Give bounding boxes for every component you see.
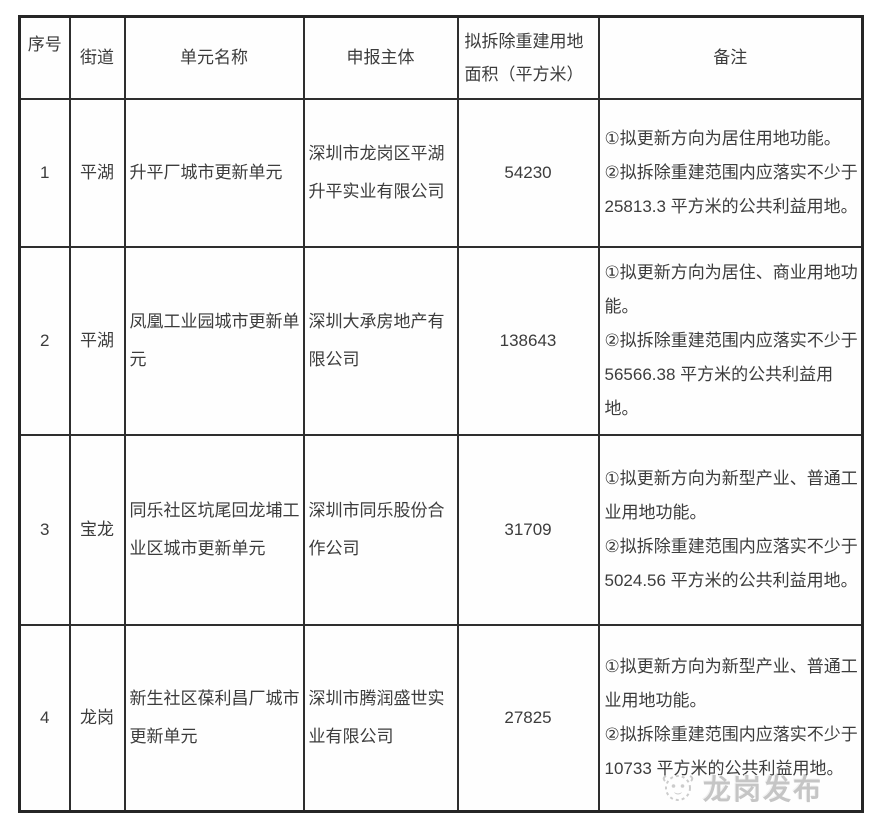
cell-remarks: ①拟更新方向为居住用地功能。 ②拟拆除重建范围内应落实不少于 25813.3 平…: [597, 97, 864, 248]
header-street: 街道: [68, 15, 126, 100]
urban-renewal-units-table: 序号 街道 单元名称 申报主体 拟拆除重建用地 面积（平方米） 备注 1 平湖 …: [18, 15, 864, 813]
cell-area: 54230: [456, 97, 600, 248]
remark-line: ①拟更新方向为新型产业、普通工业用地功能。: [604, 468, 858, 522]
cell-remarks: ①拟更新方向为居住、商业用地功能。 ②拟拆除重建范围内应落实不少于 56566.…: [597, 245, 864, 436]
table-row: 2 平湖 凤凰工业园城市更新单元 深圳大承房地产有限公司 138643 ①拟更新…: [18, 245, 864, 436]
header-applicant: 申报主体: [302, 15, 459, 100]
cell-street: 平湖: [68, 97, 126, 248]
cell-no: 2: [18, 245, 71, 436]
cell-unit-name: 新生社区葆利昌厂城市更新单元: [123, 623, 305, 813]
remark-line: ②拟拆除重建范围内应落实不少于 10733 平方米的公共利益用地。: [604, 724, 858, 778]
remark-line: ②拟拆除重建范围内应落实不少于 56566.38 平方米的公共利益用地。: [604, 330, 858, 418]
cell-unit-name: 凤凰工业园城市更新单元: [123, 245, 305, 436]
table-row: 1 平湖 升平厂城市更新单元 深圳市龙岗区平湖升平实业有限公司 54230 ①拟…: [18, 97, 864, 248]
table-header-row: 序号 街道 单元名称 申报主体 拟拆除重建用地 面积（平方米） 备注: [18, 15, 864, 100]
cell-unit-name: 升平厂城市更新单元: [123, 97, 305, 248]
cell-applicant: 深圳市同乐股份合作公司: [302, 433, 459, 626]
cell-unit-name: 同乐社区坑尾回龙埔工业区城市更新单元: [123, 433, 305, 626]
cell-no: 3: [18, 433, 71, 626]
cell-remarks: ①拟更新方向为新型产业、普通工业用地功能。 ②拟拆除重建范围内应落实不少于 10…: [597, 623, 864, 813]
cell-applicant: 深圳市龙岗区平湖升平实业有限公司: [302, 97, 459, 248]
cell-remarks: ①拟更新方向为新型产业、普通工业用地功能。 ②拟拆除重建范围内应落实不少于 50…: [597, 433, 864, 626]
cell-street: 宝龙: [68, 433, 126, 626]
remark-line: ②拟拆除重建范围内应落实不少于 25813.3 平方米的公共利益用地。: [604, 162, 858, 216]
header-remarks: 备注: [597, 15, 864, 100]
cell-street: 龙岗: [68, 623, 126, 813]
table-row: 4 龙岗 新生社区葆利昌厂城市更新单元 深圳市腾润盛世实业有限公司 27825 …: [18, 623, 864, 813]
cell-area: 27825: [456, 623, 600, 813]
cell-no: 1: [18, 97, 71, 248]
remark-line: ①拟更新方向为居住用地功能。: [604, 128, 841, 148]
table-row: 3 宝龙 同乐社区坑尾回龙埔工业区城市更新单元 深圳市同乐股份合作公司 3170…: [18, 433, 864, 626]
header-unit-name: 单元名称: [123, 15, 305, 100]
cell-area: 31709: [456, 433, 600, 626]
cell-street: 平湖: [68, 245, 126, 436]
cell-no: 4: [18, 623, 71, 813]
remark-line: ①拟更新方向为新型产业、普通工业用地功能。: [604, 656, 858, 710]
header-area-line2: 面积（平方米）: [464, 64, 584, 84]
cell-area: 138643: [456, 245, 600, 436]
cell-applicant: 深圳大承房地产有限公司: [302, 245, 459, 436]
cell-applicant: 深圳市腾润盛世实业有限公司: [302, 623, 459, 813]
remark-line: ②拟拆除重建范围内应落实不少于 5024.56 平方米的公共利益用地。: [604, 536, 858, 590]
header-area: 拟拆除重建用地 面积（平方米）: [456, 15, 600, 100]
header-no: 序号: [18, 15, 71, 100]
header-area-line1: 拟拆除重建用地: [464, 31, 584, 51]
remark-line: ①拟更新方向为居住、商业用地功能。: [604, 262, 858, 316]
